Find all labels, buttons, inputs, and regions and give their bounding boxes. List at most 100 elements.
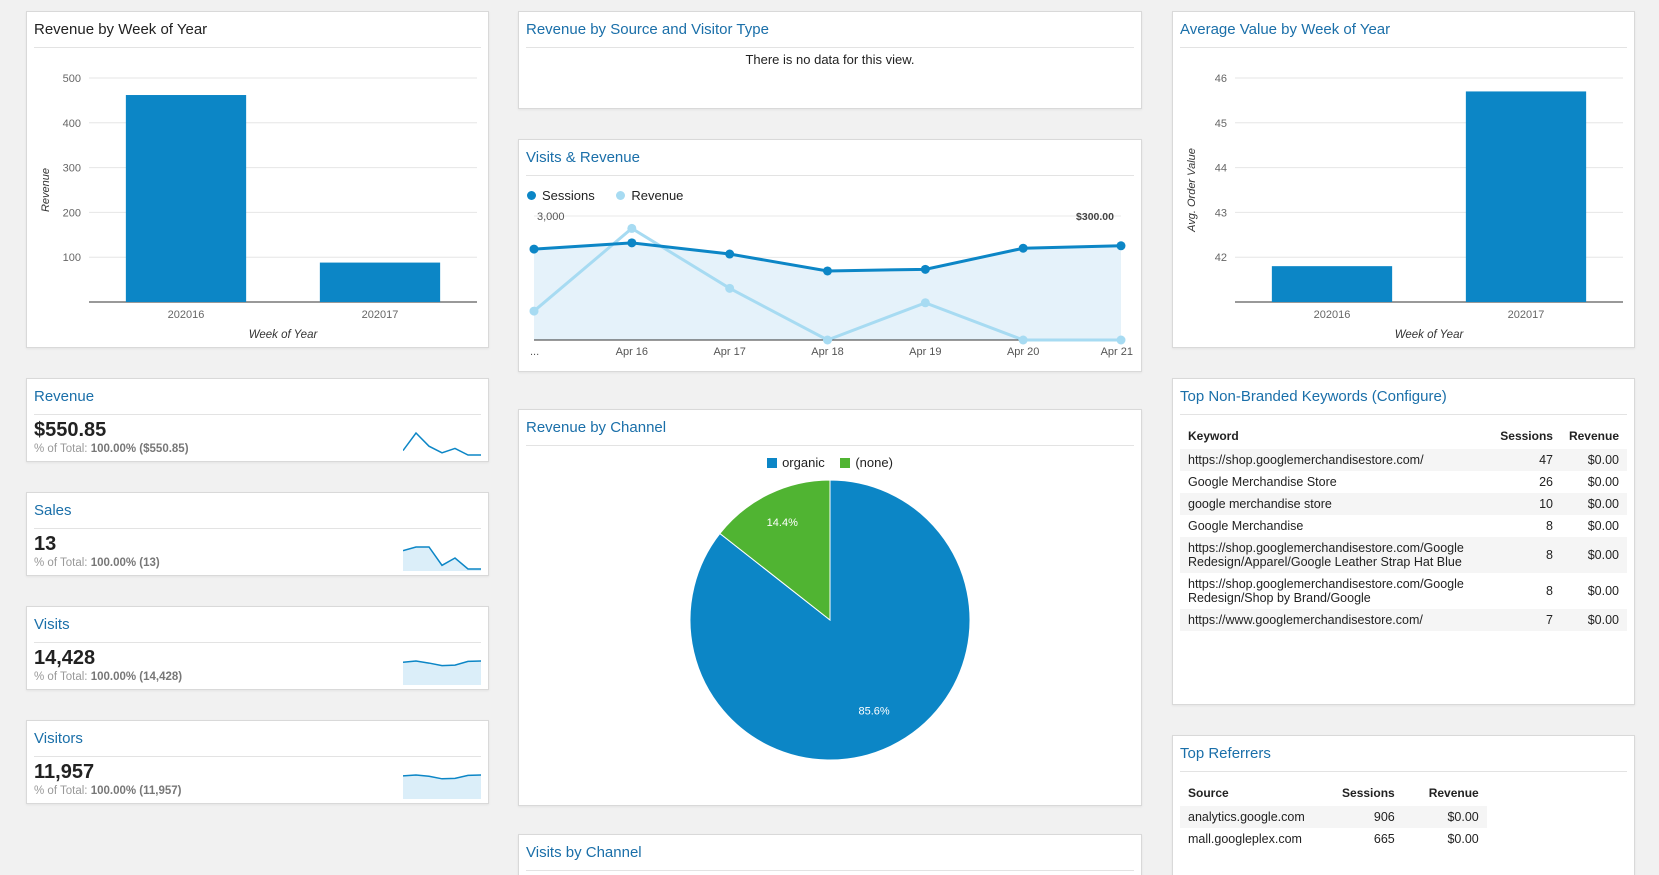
cell-sessions: 10: [1480, 493, 1561, 515]
legend-item-none[interactable]: (none): [840, 455, 893, 470]
widget-title: Visits by Channel: [526, 843, 1134, 871]
cell-sessions: 8: [1480, 537, 1561, 573]
revenue-by-week-chart: 100 200 300 400 500 202016 202017 Week of Year R…: [40, 73, 477, 341]
y-tick-label: 44: [1215, 163, 1227, 175]
cell-label: google merchandise store: [1180, 493, 1481, 515]
bar: [125, 95, 247, 302]
revenue-point: [920, 298, 930, 308]
metric-percent: % of Total: 100.00% ($550.85): [34, 443, 189, 455]
widget-title: Revenue by Channel: [526, 418, 1134, 446]
table-row[interactable]: https://shop.googlemerchandisestore.com/…: [1180, 537, 1627, 573]
cell-label: Google Merchandise Store: [1188, 475, 1337, 489]
bar: [319, 262, 441, 302]
chart-legend: Sessions Revenue: [527, 188, 701, 203]
table-row[interactable]: Google Merchandise Store 26 $0.00: [1180, 471, 1627, 493]
revenue-point: [529, 306, 539, 316]
metric-value: 14,428: [34, 647, 96, 669]
y-tick-label: 45: [1215, 118, 1227, 130]
metric-label: Revenue: [34, 387, 481, 415]
y-tick-label: 43: [1215, 207, 1227, 219]
table-row[interactable]: https://shop.googlemerchandisestore.com/…: [1180, 449, 1627, 471]
metric-visitors-widget: Visitors 11,957 % of Total: 100.00% (11,…: [26, 720, 489, 804]
cell-label: https://shop.googlemerchandisestore.com/: [1180, 449, 1481, 471]
legend-label: (none): [855, 455, 893, 470]
pie-data-label: 85.6%: [858, 706, 889, 718]
x-tick-label: ...: [530, 346, 539, 358]
sparkline: [403, 546, 481, 571]
column-header-source[interactable]: Source: [1188, 786, 1229, 800]
y-tick-label: 500: [63, 73, 81, 85]
cell-label: https://shop.googlemerchandisestore.com/…: [1180, 537, 1481, 573]
metric-revenue-widget: Revenue $550.85 % of Total: 100.00% ($55…: [26, 378, 489, 462]
visits-by-channel-widget: Visits by Channel: [518, 834, 1142, 875]
y-tick-label: 200: [63, 207, 81, 219]
visits-revenue-chart: 1,000$100.002,000$200.003,000$300.00...A…: [529, 211, 1133, 358]
cell-revenue: $0.00: [1587, 584, 1619, 598]
legend-label: Sessions: [542, 188, 595, 203]
metric-sales-widget: Sales 13 % of Total: 100.00% (13): [26, 492, 489, 576]
sparkline-area: [403, 775, 481, 799]
legend-item-sessions[interactable]: Sessions: [527, 188, 595, 203]
y-tick-label: 42: [1215, 252, 1227, 264]
table-row[interactable]: https://www.googlemerchandisestore.com/7…: [1180, 609, 1627, 631]
y-tick-label: 46: [1215, 73, 1227, 85]
x-tick-label: 202017: [1508, 309, 1545, 321]
cell-revenue: $0.00: [1560, 609, 1627, 631]
column-header-keyword[interactable]: Keyword: [1188, 429, 1239, 443]
sessions-point: [1018, 243, 1028, 253]
y-axis-title: Revenue: [40, 168, 52, 212]
table-row[interactable]: analytics.google.com 906 $0.00: [1180, 806, 1487, 828]
table-row[interactable]: Google Merchandise 8 $0.00: [1180, 515, 1627, 537]
widget-title[interactable]: Top Non-Branded Keywords (Configure): [1180, 387, 1627, 415]
x-tick-label: Apr 17: [713, 346, 745, 358]
widget-title: Revenue by Week of Year: [34, 20, 481, 48]
revenue-point: [1018, 335, 1028, 345]
revenue-by-channel-pie: 85.6% 14.4%: [689, 480, 971, 761]
pie-slice: [719, 480, 831, 622]
revenue-point: [725, 283, 735, 293]
legend-item-revenue[interactable]: Revenue: [616, 188, 683, 203]
sessions-point: [627, 238, 637, 248]
y-tick-label: 100: [63, 252, 81, 264]
metric-label: Visits: [34, 615, 481, 643]
column-header-revenue[interactable]: Revenue: [1428, 786, 1479, 800]
chart-legend: organic (none): [519, 455, 1141, 470]
table-row[interactable]: mall.googleplex.com 665 $0.00: [1180, 828, 1487, 850]
cell-sessions: 8: [1546, 519, 1553, 533]
sparkline-line: [403, 774, 481, 780]
legend-label: organic: [782, 455, 825, 470]
configure-link[interactable]: Top Non-Branded Keywords (Configure): [1180, 388, 1447, 405]
x-tick-label: Apr 18: [811, 346, 843, 358]
pie-data-label: 14.4%: [767, 517, 798, 529]
legend-item-organic[interactable]: organic: [767, 455, 825, 470]
sessions-point: [529, 244, 539, 254]
cell-sessions: 26: [1539, 475, 1553, 489]
sparkline-line: [403, 431, 481, 456]
cell-label: https://www.googlemerchandisestore.com/: [1180, 609, 1481, 631]
cell-sessions: 906: [1312, 806, 1403, 828]
sparkline-area: [403, 661, 481, 685]
x-tick-label: Apr 21: [1101, 346, 1133, 358]
sessions-area: [534, 242, 1121, 340]
keywords-table: Keyword Sessions Revenue https://shop.go…: [1180, 423, 1627, 631]
table-row[interactable]: google merchandise store 10 $0.00: [1180, 493, 1627, 515]
table-row[interactable]: https://shop.googlemerchandisestore.com/…: [1180, 573, 1627, 609]
average-value-widget: Average Value by Week of Year 42 43 44 45 46…: [1172, 11, 1635, 348]
widget-title: Top Referrers: [1180, 744, 1627, 772]
top-referrers-widget: Top Referrers Source Sessions Revenue an…: [1172, 735, 1635, 875]
y-right-tick-label: $300.00: [1076, 211, 1114, 223]
y-tick-label: 300: [63, 163, 81, 175]
cell-label: analytics.google.com: [1180, 806, 1313, 828]
cell-sessions: 665: [1373, 832, 1395, 846]
metric-label: Sales: [34, 501, 481, 529]
column-header-sessions[interactable]: Sessions: [1500, 429, 1553, 443]
column-header-revenue[interactable]: Revenue: [1568, 429, 1619, 443]
cell-revenue: $0.00: [1560, 537, 1627, 573]
cell-label: Google Merchandise: [1188, 519, 1304, 533]
no-data-message: There is no data for this view.: [745, 52, 915, 67]
column-header-sessions[interactable]: Sessions: [1342, 786, 1395, 800]
cell-revenue: $0.00: [1560, 493, 1627, 515]
y-axis-title: Avg. Order Value: [1186, 148, 1198, 233]
cell-label: https://shop.googlemerchandisestore.com/…: [1188, 577, 1464, 605]
metric-value: $550.85: [34, 419, 107, 441]
